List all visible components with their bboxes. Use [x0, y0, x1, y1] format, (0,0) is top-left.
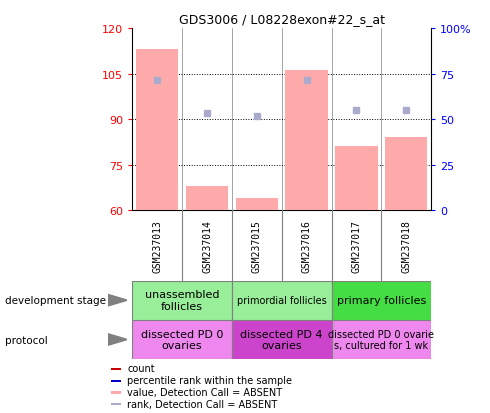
Text: GSM237018: GSM237018: [401, 219, 411, 272]
Bar: [111, 403, 121, 406]
Text: GSM237016: GSM237016: [302, 219, 312, 272]
Bar: [186, 186, 228, 211]
Bar: [236, 199, 278, 211]
Text: count: count: [127, 363, 155, 373]
Text: protocol: protocol: [5, 335, 48, 345]
Text: dissected PD 0 ovarie
s, cultured for 1 wk: dissected PD 0 ovarie s, cultured for 1 …: [328, 329, 434, 351]
Text: dissected PD 0
ovaries: dissected PD 0 ovaries: [141, 329, 223, 351]
Text: unassembled
follicles: unassembled follicles: [145, 290, 220, 311]
Bar: [132, 281, 232, 320]
Bar: [111, 392, 121, 394]
Bar: [332, 320, 431, 359]
Text: development stage: development stage: [5, 295, 106, 306]
Title: GDS3006 / L08228exon#22_s_at: GDS3006 / L08228exon#22_s_at: [179, 13, 385, 26]
Text: percentile rank within the sample: percentile rank within the sample: [127, 375, 292, 385]
Text: primary follicles: primary follicles: [337, 295, 426, 306]
Bar: [332, 281, 431, 320]
Bar: [132, 320, 232, 359]
Text: dissected PD 4
ovaries: dissected PD 4 ovaries: [241, 329, 323, 351]
Text: GSM237013: GSM237013: [152, 219, 162, 272]
Bar: [232, 320, 332, 359]
Bar: [136, 50, 178, 211]
Polygon shape: [108, 295, 127, 306]
Text: primordial follicles: primordial follicles: [237, 295, 327, 306]
Bar: [286, 71, 328, 211]
Bar: [111, 368, 121, 370]
Text: GSM237014: GSM237014: [202, 219, 212, 272]
Bar: [335, 147, 378, 211]
Text: GSM237015: GSM237015: [252, 219, 262, 272]
Bar: [111, 380, 121, 382]
Text: GSM237017: GSM237017: [351, 219, 362, 272]
Polygon shape: [108, 334, 127, 345]
Text: rank, Detection Call = ABSENT: rank, Detection Call = ABSENT: [127, 399, 277, 409]
Bar: [385, 138, 427, 211]
Text: value, Detection Call = ABSENT: value, Detection Call = ABSENT: [127, 387, 282, 397]
Bar: [232, 281, 332, 320]
